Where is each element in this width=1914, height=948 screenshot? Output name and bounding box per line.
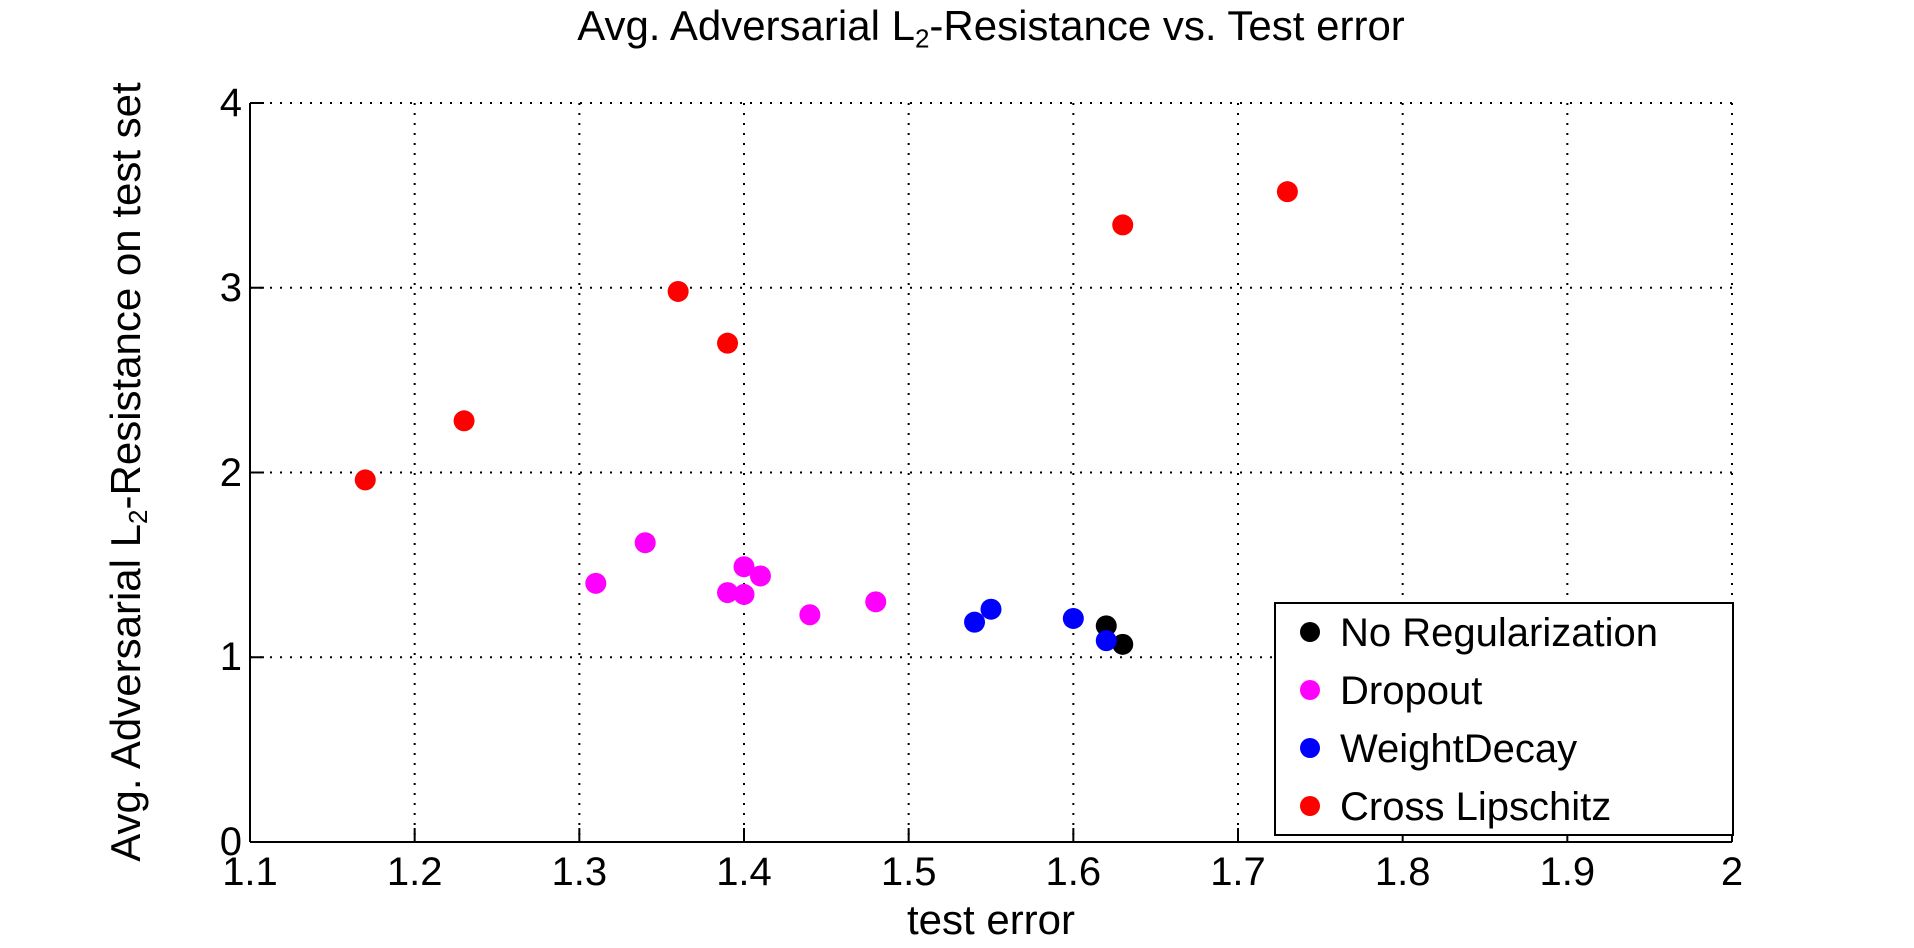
- legend-label-weightdecay: WeightDecay: [1340, 727, 1577, 771]
- y-tick-label-4: 4: [219, 81, 242, 125]
- data-point-cross-lipschitz: [1112, 214, 1134, 236]
- data-point-dropout: [585, 572, 607, 594]
- data-point-cross-lipschitz: [717, 332, 739, 354]
- y-tick-label-1: 1: [219, 635, 242, 680]
- data-point-dropout: [634, 532, 656, 554]
- x-tick-label-1.7: 1.7: [1210, 850, 1266, 894]
- legend-label-no-regularization: No Regularization: [1340, 611, 1658, 655]
- chart-title-text: Avg. Adversarial L: [577, 2, 915, 49]
- data-point-dropout: [799, 604, 821, 626]
- data-point-dropout: [733, 556, 755, 578]
- x-tick-label-1.2: 1.2: [386, 850, 443, 894]
- x-tick-label-1.9: 1.9: [1539, 850, 1596, 894]
- y-tick-label-0: 0: [219, 820, 242, 864]
- data-point-dropout: [717, 582, 739, 604]
- data-point-no-regularization: [1095, 615, 1117, 637]
- legend-label-cross-lipschitz: Cross Lipschitz: [1340, 785, 1611, 829]
- y-tick-label-2: 2: [219, 450, 242, 495]
- data-point-cross-lipschitz: [667, 280, 689, 302]
- chart-title: Avg. Adversarial L2-Resistance vs. Test …: [250, 2, 1732, 54]
- x-tick-label-1.8: 1.8: [1374, 850, 1431, 894]
- legend-marker-weightdecay: [1300, 738, 1320, 758]
- y-tick-label-3: 3: [219, 265, 242, 310]
- x-axis-label: test error: [906, 896, 1076, 943]
- data-point-weightdecay: [1062, 607, 1084, 629]
- data-point-dropout: [865, 591, 887, 613]
- x-tick-label-1.3: 1.3: [551, 850, 608, 894]
- chart-title-subscript: 2: [914, 23, 930, 54]
- x-tick-label-1.5: 1.5: [880, 850, 937, 894]
- data-point-dropout: [733, 583, 755, 605]
- data-point-no-regularization: [1112, 633, 1134, 655]
- x-tick-label-2: 2: [1720, 850, 1744, 894]
- legend-marker-no-regularization: [1300, 622, 1320, 642]
- chart-title-suffix: -Resistance vs. Test error: [929, 2, 1405, 49]
- data-point-dropout: [749, 565, 771, 587]
- data-point-cross-lipschitz: [354, 469, 376, 491]
- x-tick-label-1.1: 1.1: [222, 850, 278, 894]
- data-point-cross-lipschitz: [453, 410, 475, 432]
- data-point-cross-lipschitz: [1276, 181, 1298, 203]
- legend-label-dropout: Dropout: [1340, 669, 1482, 713]
- legend-box: [1274, 602, 1734, 836]
- data-point-weightdecay: [980, 598, 1002, 620]
- data-point-weightdecay: [964, 611, 986, 633]
- x-tick-label-1.4: 1.4: [716, 850, 772, 894]
- legend-marker-cross-lipschitz: [1300, 796, 1320, 816]
- x-tick-label-1.6: 1.6: [1045, 850, 1102, 894]
- data-point-weightdecay: [1095, 630, 1117, 652]
- legend-marker-dropout: [1300, 680, 1320, 700]
